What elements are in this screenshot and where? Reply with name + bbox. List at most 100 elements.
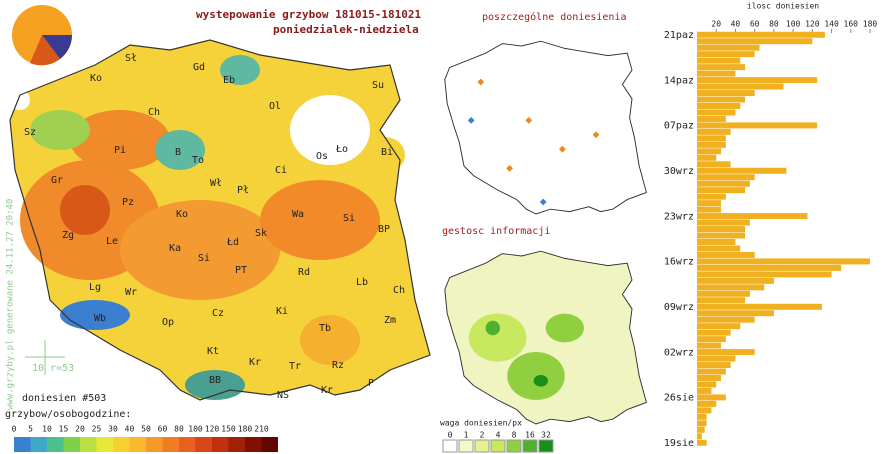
region: Le <box>106 236 118 247</box>
legend-swatch <box>162 437 179 452</box>
bar <box>697 38 813 45</box>
title: wystepowanie grzybow 181015-181021 <box>196 8 422 21</box>
bar <box>697 271 832 278</box>
bar <box>697 336 726 343</box>
bar <box>697 413 707 420</box>
region: Łd <box>226 237 239 248</box>
region: Pł <box>237 185 249 196</box>
region: Cz <box>212 308 224 319</box>
bar <box>697 310 774 317</box>
legend-tick: 20 <box>75 425 85 434</box>
bar <box>697 362 731 369</box>
date-label: 19sie <box>664 438 694 449</box>
bar <box>697 232 746 239</box>
legend-tick: 25 <box>92 425 102 434</box>
region: Wł <box>210 178 222 189</box>
region: Rd <box>298 267 310 278</box>
bar <box>697 187 746 194</box>
legend-tick: 150 <box>221 425 236 434</box>
bar <box>697 77 818 84</box>
legend-tick: 40 <box>125 425 135 434</box>
bar <box>697 381 717 388</box>
legend-tick: 16 <box>525 431 535 440</box>
region: Lg <box>89 282 101 293</box>
bar <box>697 316 755 323</box>
bar <box>697 141 726 148</box>
region: Zg <box>62 230 74 241</box>
legend-swatch <box>538 439 554 453</box>
legend-swatch <box>129 437 146 452</box>
legend-swatch <box>96 437 113 452</box>
bar <box>697 174 755 181</box>
legend-swatch <box>30 437 47 452</box>
legend-swatch <box>14 437 31 452</box>
x-tick-label: 40 <box>731 20 741 29</box>
bar <box>697 426 705 433</box>
region: Op <box>162 317 174 328</box>
region: Wa <box>292 209 304 220</box>
legend-tick: 100 <box>188 425 203 434</box>
bar <box>697 226 746 233</box>
region: P <box>368 378 374 389</box>
bar <box>697 193 726 200</box>
bar <box>697 394 726 401</box>
bar <box>697 400 717 407</box>
region: PT <box>235 265 247 276</box>
legend-swatch <box>47 437 64 452</box>
region: Sz <box>24 127 36 138</box>
region: Si <box>343 213 355 224</box>
bar <box>697 90 755 97</box>
bar <box>697 213 808 220</box>
x-tick-label: 100 <box>786 20 801 29</box>
bar <box>697 297 746 304</box>
x-tick-label: 120 <box>805 20 820 29</box>
region: Pi <box>114 145 126 156</box>
region: Ch <box>148 107 160 118</box>
scale-note: 10 r=53 <box>32 363 74 374</box>
legend-tick: 8 <box>512 431 517 440</box>
legend-swatch <box>212 437 229 452</box>
date-label: 07paz <box>664 121 694 132</box>
bar <box>697 303 822 310</box>
legend-swatch <box>522 439 538 453</box>
bar <box>697 31 825 38</box>
region: Os <box>316 151 328 162</box>
bar <box>697 387 712 394</box>
bar <box>697 200 722 207</box>
bar <box>697 258 870 265</box>
density-map-title: gestosc informacji <box>442 226 550 237</box>
bar <box>697 368 726 375</box>
date-label: 09wrz <box>664 302 694 313</box>
legend-tick: 5 <box>28 425 33 434</box>
bar <box>697 103 741 109</box>
region: Ki <box>276 306 288 317</box>
bar <box>697 219 750 226</box>
x-tick-label: 60 <box>750 20 760 29</box>
points-map <box>444 40 647 215</box>
bar <box>697 323 741 330</box>
bar <box>697 51 755 58</box>
bar <box>697 135 726 142</box>
legend-swatch <box>458 439 474 453</box>
region: Ch <box>393 285 405 296</box>
region: Zm <box>384 315 396 326</box>
region: Rz <box>332 360 344 371</box>
legend-tick: 4 <box>496 431 501 440</box>
bar <box>697 420 707 427</box>
region: Sł <box>125 53 137 64</box>
region: Tr <box>289 361 301 372</box>
bar <box>697 109 736 116</box>
bar <box>697 290 750 297</box>
subtitle: poniedzialek-niedziela <box>273 23 419 36</box>
x-tick-label: 160 <box>844 20 859 29</box>
bar <box>697 70 736 77</box>
main-map <box>9 5 431 401</box>
region: Gd <box>193 62 205 73</box>
bar <box>697 148 722 155</box>
bar <box>697 349 755 356</box>
legend-swatch <box>474 439 490 453</box>
region: Ol <box>269 101 281 112</box>
region: Kr <box>321 385 333 396</box>
count: doniesien #503 <box>22 393 106 404</box>
region: Gr <box>51 175 63 186</box>
